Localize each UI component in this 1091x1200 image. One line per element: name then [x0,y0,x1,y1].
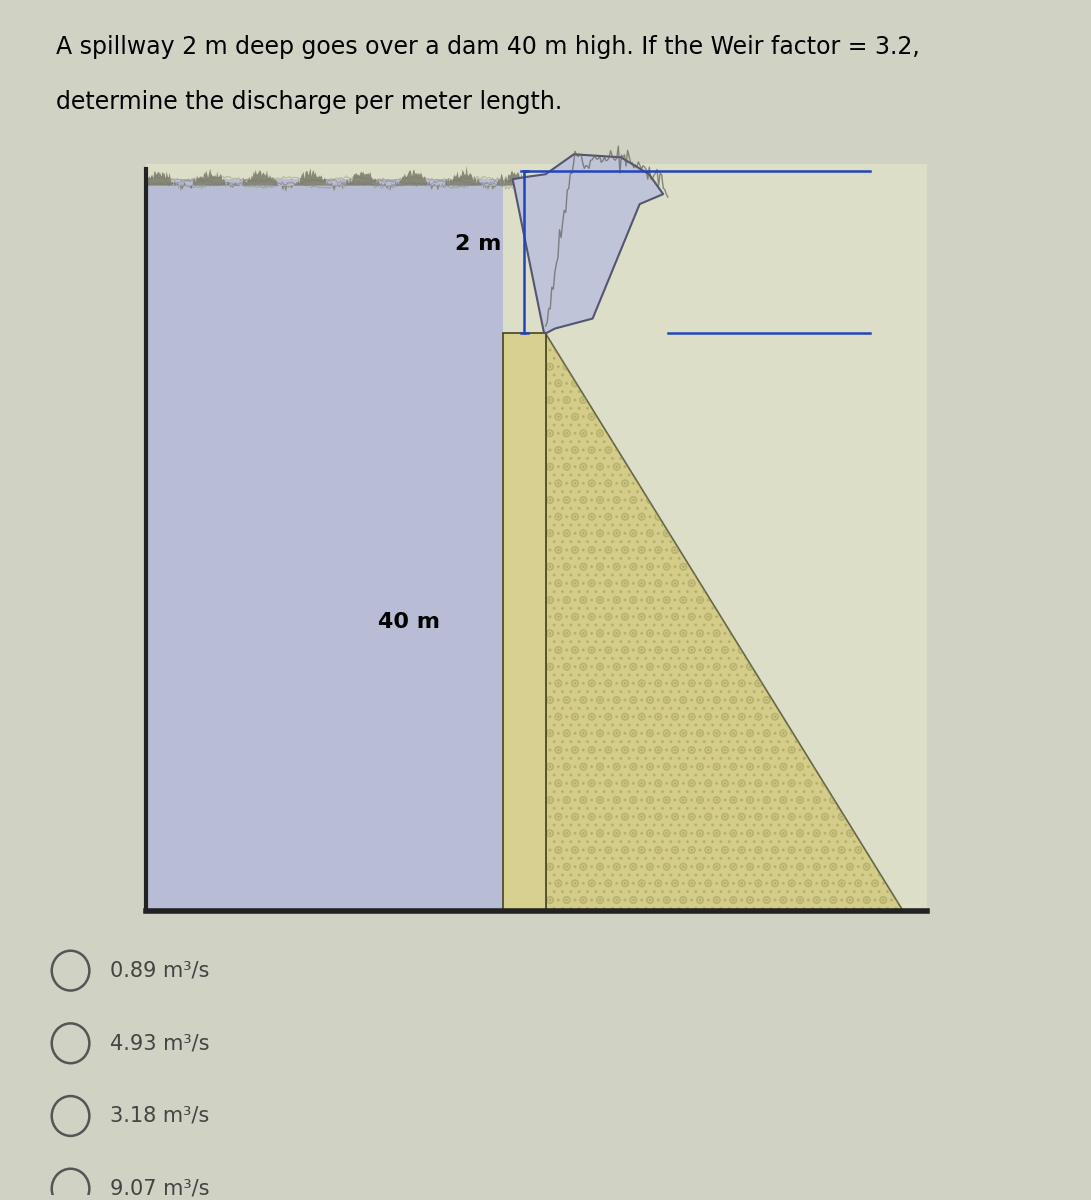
Text: 4.93 m³/s: 4.93 m³/s [110,1033,209,1054]
Text: 2 m: 2 m [455,234,501,254]
Bar [503,334,546,911]
Text: 0.89 m³/s: 0.89 m³/s [110,961,209,980]
Text: 3.18 m³/s: 3.18 m³/s [110,1106,209,1126]
Polygon shape [513,155,663,334]
Text: 9.07 m³/s: 9.07 m³/s [110,1178,209,1199]
Polygon shape [546,334,903,911]
Bar [146,179,503,911]
Bar [146,164,926,911]
Text: A spillway 2 m deep goes over a dam 40 m high. If the Weir factor = 3.2,: A spillway 2 m deep goes over a dam 40 m… [57,35,920,59]
Text: 40 m: 40 m [379,612,440,632]
Text: determine the discharge per meter length.: determine the discharge per meter length… [57,90,563,114]
